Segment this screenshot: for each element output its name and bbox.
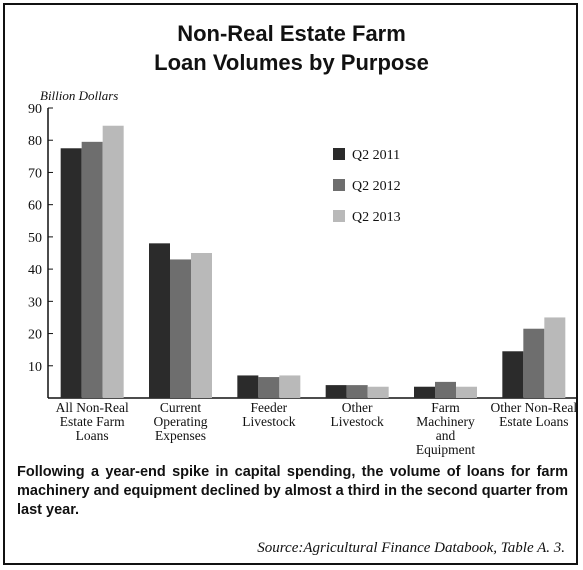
legend-swatch xyxy=(333,179,345,191)
x-category-labels: All Non-Real Estate Farm Loans Current Opera… xyxy=(56,400,578,457)
x-category-label: Other Livestock xyxy=(331,400,384,429)
bar-q2-2011 xyxy=(60,148,82,398)
legend-swatch xyxy=(333,210,345,222)
y-tick-label: 50 xyxy=(28,231,42,246)
y-tick-label: 70 xyxy=(28,166,42,181)
y-tick-label: 90 xyxy=(28,102,42,117)
y-tick-label: 20 xyxy=(28,328,42,343)
legend-swatch xyxy=(333,148,345,160)
legend: Q2 2011 Q2 2012 Q2 2013 xyxy=(333,148,401,225)
y-tick-label: 40 xyxy=(28,263,42,278)
y-tick-label: 60 xyxy=(28,199,42,214)
bar-q2-2012 xyxy=(170,259,191,398)
chart-title-line-1: Non-Real Estate Farm xyxy=(177,21,406,46)
x-category-label: Other Non-Real Estate Loans xyxy=(491,400,578,429)
bar-q2-2013 xyxy=(367,386,389,398)
bar-q2-2012 xyxy=(346,385,368,398)
y-ticks: 10 20 30 40 50 60 70 80 90 xyxy=(28,102,53,375)
legend-label: Q2 2011 xyxy=(352,148,400,163)
source-note: Source:Agricultural Finance Databook, Ta… xyxy=(257,540,565,556)
bar-q2-2013 xyxy=(191,253,212,398)
bar-q2-2013 xyxy=(544,317,566,398)
bar-q2-2011 xyxy=(325,385,347,398)
bar-q2-2012 xyxy=(523,328,545,398)
legend-label: Q2 2013 xyxy=(352,210,401,225)
bar-q2-2013 xyxy=(279,375,301,398)
y-tick-label: 80 xyxy=(28,134,42,149)
bar-q2-2011 xyxy=(414,386,435,398)
bar-q2-2012 xyxy=(435,381,456,398)
bar-chart: 10 20 30 40 50 60 70 80 90 All Non-Real Estate Far… xyxy=(28,102,578,457)
y-axis-label: Billion Dollars xyxy=(40,88,119,103)
chart-title-line-2: Loan Volumes by Purpose xyxy=(154,50,429,75)
caption: Following a year-end spike in capital sp… xyxy=(17,464,568,518)
legend-label: Q2 2012 xyxy=(352,179,401,194)
y-tick-label: 10 xyxy=(28,360,42,375)
x-category-label: Current Operating Expenses xyxy=(154,400,208,443)
bar-q2-2013 xyxy=(102,125,124,398)
y-tick-label: 30 xyxy=(28,295,42,310)
bar-q2-2013 xyxy=(456,386,477,398)
bar-q2-2012 xyxy=(81,141,103,399)
bars xyxy=(60,125,566,399)
x-category-label: All Non-Real Estate Farm Loans xyxy=(56,400,129,443)
bar-q2-2011 xyxy=(149,243,170,398)
x-category-label: Feeder Livestock xyxy=(242,400,295,429)
bar-q2-2011 xyxy=(237,375,259,398)
bar-q2-2012 xyxy=(258,377,280,398)
bar-q2-2011 xyxy=(502,351,524,398)
x-category-label: Farm Machinery and Equipment xyxy=(416,400,475,457)
